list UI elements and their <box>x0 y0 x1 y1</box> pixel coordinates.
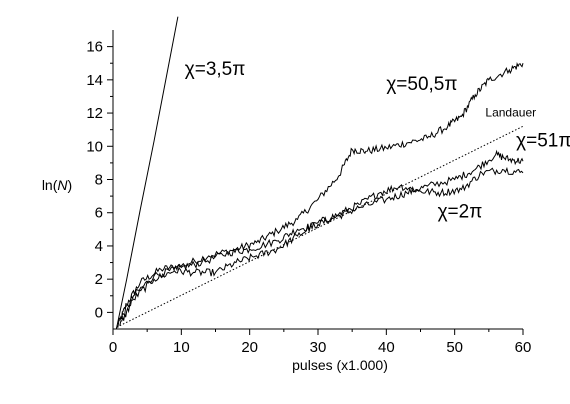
x-tick-label: 10 <box>173 339 190 356</box>
x-tick-label: 40 <box>378 339 395 356</box>
y-tick-label: 6 <box>95 205 103 222</box>
x-tick-label: 50 <box>446 339 463 356</box>
x-tick-label: 30 <box>310 339 327 356</box>
y-tick-label: 8 <box>95 172 103 189</box>
y-tick-label: 0 <box>95 304 103 321</box>
curve-annotation: Landauer <box>485 105 536 119</box>
y-axis-title-variable: N <box>57 177 68 193</box>
x-tick-layer: 0 10 20 30 40 50 60 <box>109 329 532 356</box>
y-axis-title-prefix: ln( <box>42 177 58 193</box>
curve-annotation: χ=2π <box>438 202 483 223</box>
annotation-layer: χ=3,5π χ=50,5π Landauer χ=51π χ=2π <box>185 59 570 223</box>
y-tick-label: 4 <box>95 238 103 255</box>
y-tick-label: 2 <box>95 271 103 288</box>
series-3-5-line <box>115 16 179 329</box>
y-tick-label: 16 <box>86 39 103 56</box>
y-tick-label: 12 <box>86 105 103 122</box>
y-axis-title: ln(N) <box>42 177 72 193</box>
plot-area: 0 10 20 30 40 50 60 0 2 4 6 8 10 12 14 16 χ=3,5π χ=50,5… <box>86 16 570 356</box>
series-51-line <box>119 149 524 321</box>
series-landauer-line <box>119 125 524 327</box>
x-axis-title: pulses (x1.000) <box>292 357 388 373</box>
series-layer <box>115 16 524 329</box>
series-50-5-line <box>115 62 524 329</box>
y-tick-layer: 0 2 4 6 8 10 12 14 16 <box>86 39 113 321</box>
y-tick-label: 14 <box>86 72 103 89</box>
x-tick-label: 0 <box>109 339 117 356</box>
curve-annotation: χ=3,5π <box>185 59 246 80</box>
x-tick-label: 60 <box>515 339 532 356</box>
y-axis-title-suffix: ) <box>68 177 73 193</box>
y-tick-label: 10 <box>86 138 103 155</box>
curve-annotation: χ=51π <box>516 130 570 151</box>
series-2-line <box>119 166 524 326</box>
curve-annotation: χ=50,5π <box>386 74 457 95</box>
x-tick-label: 20 <box>241 339 258 356</box>
